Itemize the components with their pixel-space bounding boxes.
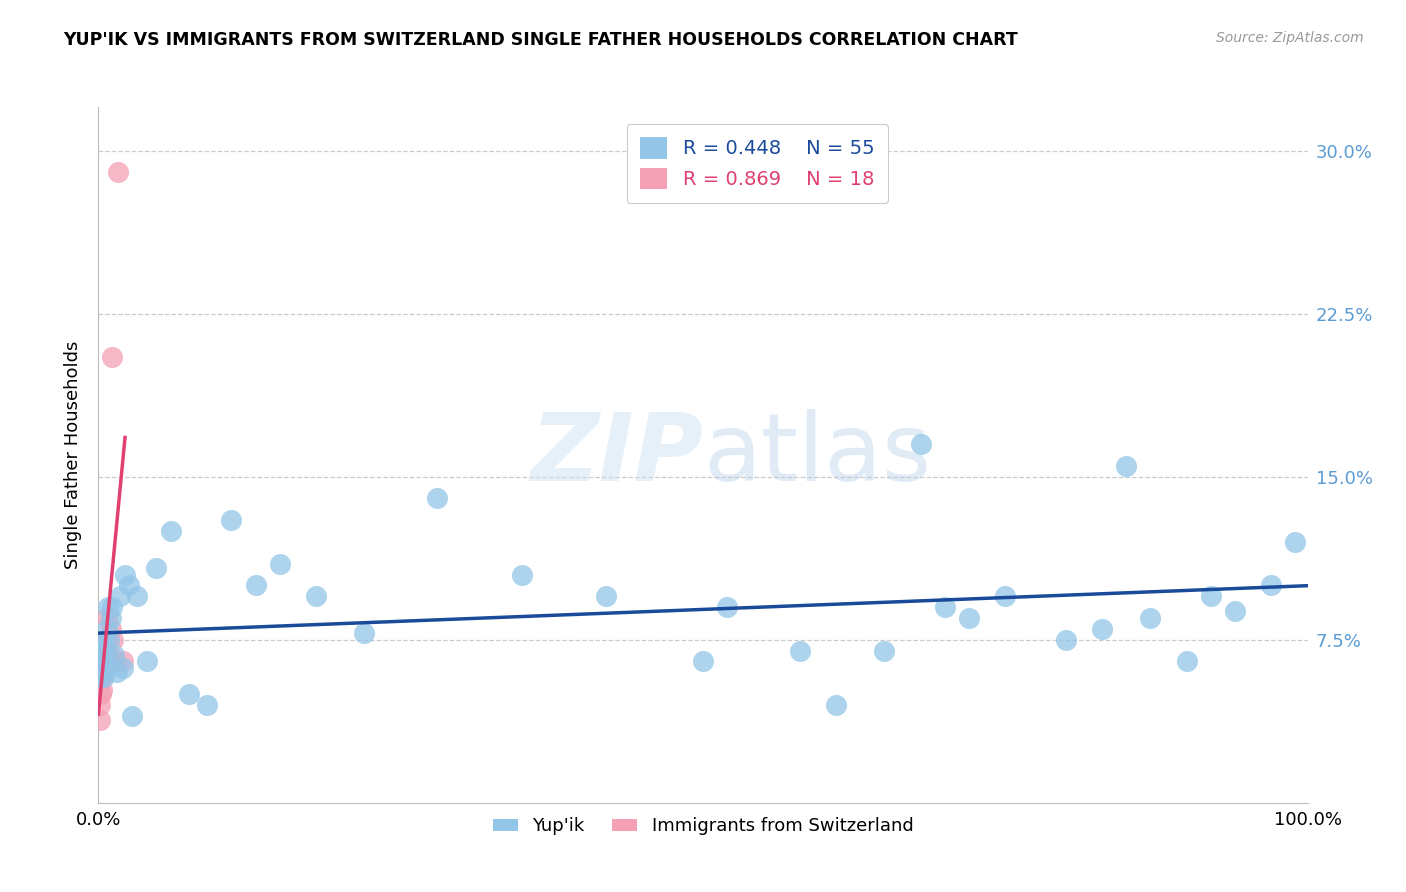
Point [245,578,267,592]
Point [221,513,243,527]
Point [910,437,932,451]
Text: YUP'IK VS IMMIGRANTS FROM SWITZERLAND SINGLE FATHER HOUSEHOLDS CORRELATION CHART: YUP'IK VS IMMIGRANTS FROM SWITZERLAND SI… [63,31,1018,49]
Point [103,648,125,662]
Point [93,643,115,657]
Point [305,589,328,603]
Point [934,600,956,615]
Point [101,632,124,647]
Point [89,698,111,712]
Point [160,524,183,538]
Point [96,622,118,636]
Point [91,682,114,697]
Point [90,665,112,680]
Point [269,557,291,571]
Point [100,622,122,636]
Point [107,165,129,179]
Point [90,665,112,680]
Point [595,589,617,603]
Point [716,600,738,615]
Point [825,698,848,712]
Point [89,670,111,684]
Y-axis label: Single Father Households: Single Father Households [63,341,82,569]
Point [91,665,114,680]
Point [100,350,122,364]
Point [1115,458,1137,473]
Point [111,661,134,675]
Point [957,611,980,625]
Point [97,632,120,647]
Point [111,655,134,669]
Point [90,687,112,701]
Point [94,648,117,662]
Point [91,639,114,653]
Point [93,632,115,647]
Point [873,643,896,657]
Point [1260,578,1282,592]
Point [93,670,115,684]
Point [98,648,121,662]
Point [353,626,375,640]
Point [100,600,122,615]
Point [97,600,120,615]
Point [108,589,131,603]
Point [121,708,143,723]
Point [127,589,149,603]
Point [105,665,128,680]
Text: Source: ZipAtlas.com: Source: ZipAtlas.com [1216,31,1364,45]
Point [94,661,117,675]
Point [145,561,167,575]
Text: atlas: atlas [703,409,931,501]
Point [135,655,157,669]
Point [114,567,136,582]
Point [994,589,1017,603]
Point [789,643,811,657]
Point [692,655,714,669]
Point [1199,589,1222,603]
Legend: Yup'ik, Immigrants from Switzerland: Yup'ik, Immigrants from Switzerland [485,810,921,842]
Point [1054,632,1077,647]
Point [89,655,111,669]
Text: ZIP: ZIP [530,409,703,501]
Point [89,713,111,727]
Point [1223,605,1246,619]
Point [91,648,114,662]
Point [1091,622,1114,636]
Point [94,661,117,675]
Point [195,698,218,712]
Point [98,632,121,647]
Point [96,611,118,625]
Point [1175,655,1198,669]
Point [426,491,449,506]
Point [91,670,114,684]
Point [104,655,127,669]
Point [118,578,141,592]
Point [179,687,201,701]
Point [1284,534,1306,549]
Point [1139,611,1161,625]
Point [100,611,122,625]
Point [91,655,114,669]
Point [510,567,533,582]
Point [90,643,112,657]
